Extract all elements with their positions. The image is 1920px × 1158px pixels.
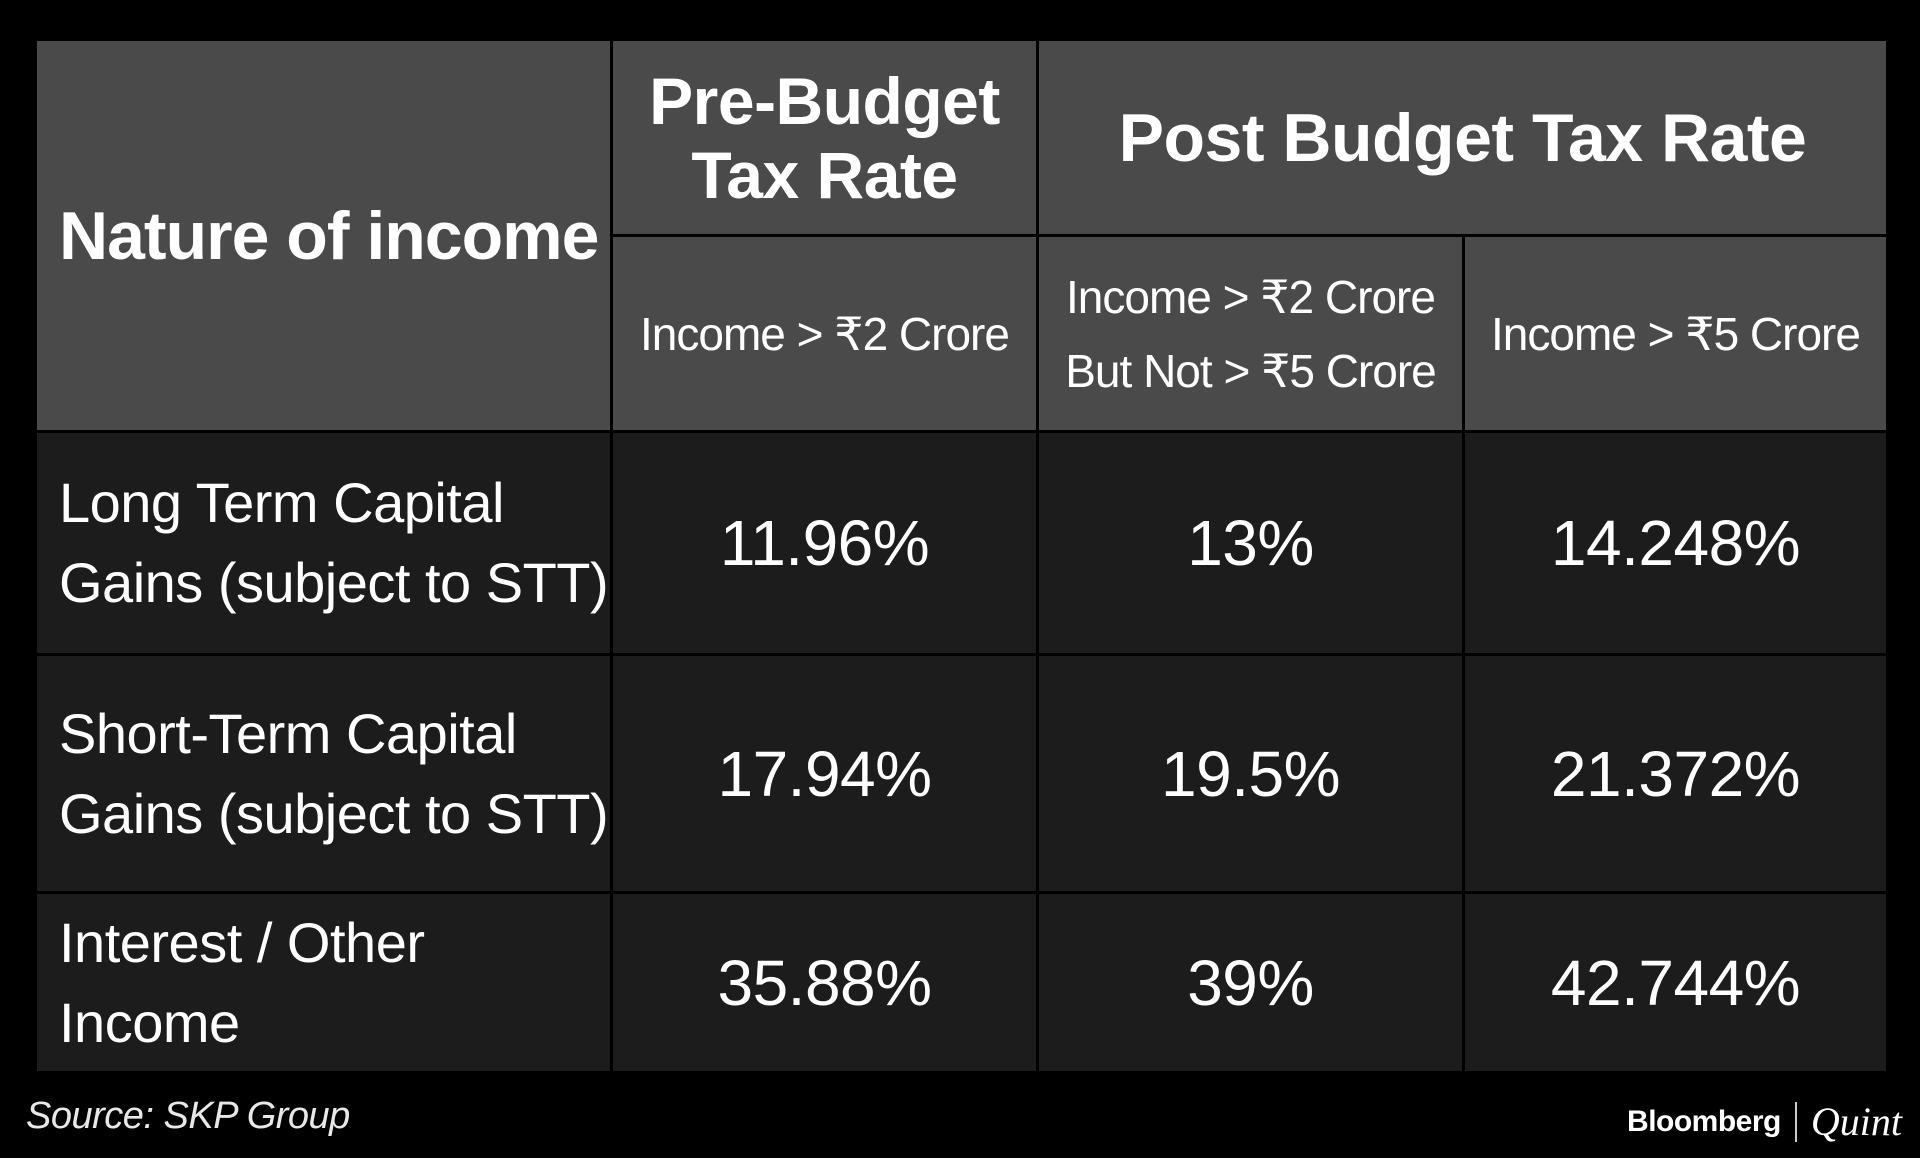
cell-ltcg-pre: 11.96%	[613, 433, 1036, 653]
cell-stcg-post-5cr: 21.372%	[1465, 656, 1886, 891]
cell-stcg-pre: 17.94%	[613, 656, 1036, 891]
cell-stcg-post-2-5cr: 19.5%	[1039, 656, 1462, 891]
brand-bloomberg: Bloomberg	[1627, 1104, 1781, 1138]
row-label-stcg: Short-Term Capital Gains (subject to STT…	[37, 656, 610, 891]
cell-ltcg-post-5cr: 14.248%	[1465, 433, 1886, 653]
subheader-post-income-5cr: Income > ₹5 Crore	[1465, 237, 1886, 430]
tax-rate-table: Nature of income Pre-Budget Tax Rate Pos…	[37, 41, 1886, 1071]
header-pre-budget: Pre-Budget Tax Rate	[613, 41, 1036, 234]
brand-logo: Bloomberg Quint	[1627, 1098, 1902, 1145]
subheader-post-income-2-5cr: Income > ₹2 Crore But Not > ₹5 Crore	[1039, 237, 1462, 430]
cell-interest-pre: 35.88%	[613, 894, 1036, 1071]
cell-interest-post-5cr: 42.744%	[1465, 894, 1886, 1071]
brand-quint: Quint	[1810, 1099, 1902, 1144]
row-label-ltcg: Long Term Capital Gains (subject to STT)	[37, 433, 610, 653]
cell-ltcg-post-2-5cr: 13%	[1039, 433, 1462, 653]
subheader-pre-income-2cr: Income > ₹2 Crore	[613, 237, 1036, 430]
cell-interest-post-2-5cr: 39%	[1039, 894, 1462, 1071]
brand-divider	[1794, 1101, 1797, 1142]
row-label-interest: Interest / Other Income	[37, 894, 610, 1071]
header-post-budget: Post Budget Tax Rate	[1039, 41, 1886, 234]
source-note: Source: SKP Group	[26, 1095, 350, 1137]
header-nature-of-income: Nature of income	[37, 41, 610, 430]
